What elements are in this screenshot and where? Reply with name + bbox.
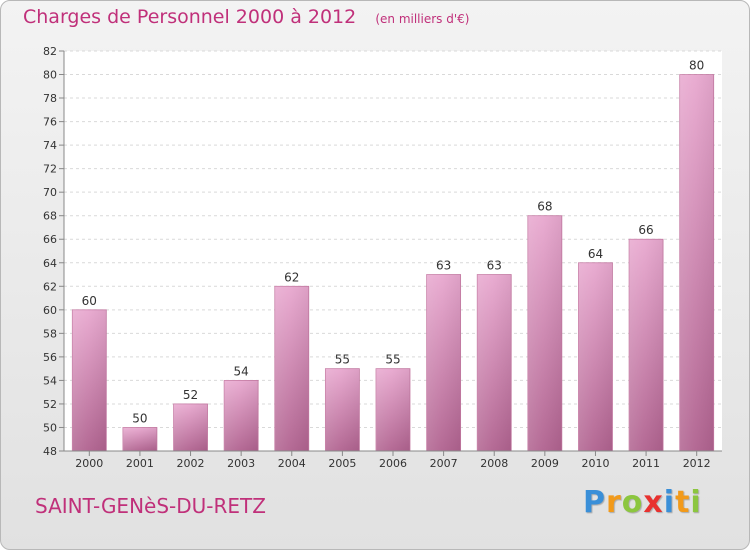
bar-shine	[376, 368, 410, 451]
x-tick-label: 2010	[581, 457, 609, 470]
bar-shine	[224, 380, 259, 451]
x-tick-label: 2002	[177, 457, 205, 470]
y-tick-label: 52	[43, 398, 57, 411]
bars-group: 60 50 52 54 62 55 55 63 63 68 64 66 80	[71, 59, 715, 452]
x-tick-label: 2003	[227, 457, 255, 470]
bar-value-label: 55	[385, 353, 400, 367]
bar-shine	[679, 74, 714, 451]
bar-value-label: 63	[487, 259, 502, 273]
y-tick-label: 70	[43, 186, 57, 199]
bar-value-label: 52	[183, 388, 198, 402]
y-tick-label: 50	[43, 421, 57, 434]
bar-value-label: 63	[436, 259, 451, 273]
bar-value-label: 55	[335, 353, 350, 367]
y-tick-label: 78	[43, 92, 57, 105]
bar-shine	[274, 286, 309, 451]
bar-shine	[325, 368, 360, 451]
bar-value-label: 54	[234, 364, 249, 378]
y-tick-label: 80	[43, 69, 57, 82]
bar-value-label: 66	[638, 223, 653, 237]
x-tick-label: 2008	[480, 457, 508, 470]
x-tick-label: 2005	[328, 457, 356, 470]
y-tick-label: 74	[43, 139, 57, 152]
x-tick-label: 2007	[430, 457, 458, 470]
x-tick-label: 2004	[278, 457, 306, 470]
city-name: SAINT-GENèS-DU-RETZ	[35, 494, 266, 518]
x-tick-label: 2011	[632, 457, 660, 470]
bar-shine	[122, 427, 157, 451]
bar-shine	[173, 403, 208, 451]
bar-value-label: 68	[537, 200, 552, 214]
bar-shine	[72, 309, 107, 451]
y-tick-label: 48	[43, 445, 57, 458]
y-tick-label: 56	[43, 351, 57, 364]
y-tick-label: 60	[43, 304, 57, 317]
bar-value-label: 50	[132, 411, 147, 425]
chart-subtitle: (en milliers d'€)	[375, 12, 470, 26]
logo-letter: i	[663, 485, 676, 520]
y-tick-label: 68	[43, 210, 57, 223]
bar-shine	[629, 239, 664, 451]
bar-shine	[477, 274, 512, 451]
logo-letter: o	[621, 485, 644, 520]
bar-shine	[578, 262, 613, 451]
x-tick-label: 2009	[531, 457, 559, 470]
bar-value-label: 80	[689, 59, 704, 73]
logo-letter: P	[583, 485, 606, 520]
bar-shine	[426, 274, 461, 451]
x-tick-label: 2012	[683, 457, 711, 470]
proxiti-logo: Proxiti	[583, 485, 702, 520]
y-tick-label: 62	[43, 280, 57, 293]
y-tick-label: 54	[43, 374, 57, 387]
logo-letter: i	[690, 485, 702, 520]
y-tick-label: 72	[43, 163, 57, 176]
bar-value-label: 62	[284, 270, 299, 284]
y-tick-label: 82	[43, 45, 57, 58]
axes-group: 48 50 52 54 56 58 60 62 64 66 68 70 72 74 76 78 80 82 2000…	[43, 45, 722, 470]
y-tick-label: 76	[43, 116, 57, 129]
logo-letter: t	[675, 485, 691, 520]
chart-title: Charges de Personnel 2000 à 2012	[23, 6, 357, 28]
x-tick-label: 2000	[75, 457, 103, 470]
chart-title-block: Charges de Personnel 2000 à 2012 (en mil…	[23, 6, 469, 28]
bar-value-label: 64	[588, 247, 603, 261]
x-tick-label: 2006	[379, 457, 407, 470]
logo-letter: x	[643, 485, 664, 520]
logo-letter: r	[606, 485, 622, 520]
x-tick-label: 2001	[126, 457, 154, 470]
y-tick-label: 58	[43, 327, 57, 340]
y-tick-label: 66	[43, 233, 57, 246]
bar-value-label: 60	[82, 294, 97, 308]
y-tick-label: 64	[43, 257, 57, 270]
bar-shine	[527, 215, 562, 451]
